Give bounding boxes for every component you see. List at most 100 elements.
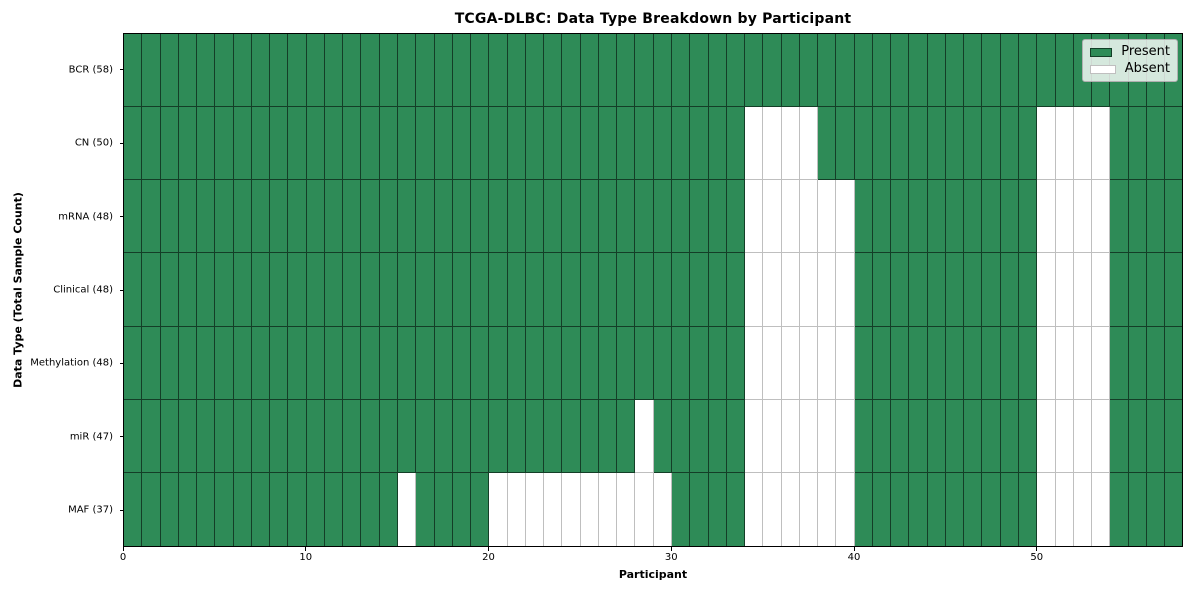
- heatmap-cell: [818, 107, 837, 181]
- heatmap-cell: [781, 253, 800, 327]
- heatmap-cell: [708, 253, 727, 327]
- heatmap-cell: [471, 472, 490, 546]
- heatmap-cell: [379, 107, 398, 181]
- heatmap-cell: [1037, 180, 1056, 254]
- y-tick-label-miR: miR (47): [69, 431, 113, 443]
- heatmap-cell: [215, 326, 234, 400]
- heatmap-cell: [909, 253, 928, 327]
- heatmap-cell: [361, 472, 380, 546]
- heatmap-cell: [434, 34, 453, 108]
- heatmap-cell: [233, 472, 252, 546]
- heatmap-cell: [726, 107, 746, 181]
- heatmap-cell: [1000, 253, 1020, 327]
- heatmap-cell: [288, 326, 307, 400]
- heatmap-cell: [361, 399, 380, 473]
- heatmap-cell: [1019, 326, 1038, 400]
- heatmap-cell: [251, 472, 271, 546]
- heatmap-cell: [562, 253, 581, 327]
- heatmap-cell: [1110, 472, 1129, 546]
- heatmap-cell: [745, 253, 764, 327]
- heatmap-cell: [215, 399, 234, 473]
- heatmap-cell: [635, 326, 654, 400]
- heatmap-cell: [1037, 107, 1056, 181]
- heatmap-cell: [416, 253, 435, 327]
- heatmap-cell: [836, 180, 855, 254]
- heatmap-cell: [397, 472, 417, 546]
- heatmap-cell: [233, 107, 252, 181]
- heatmap-cell: [471, 326, 490, 400]
- heatmap-cell: [324, 399, 344, 473]
- heatmap-cell: [507, 107, 526, 181]
- heatmap-cell: [288, 399, 307, 473]
- heatmap-cell: [708, 326, 727, 400]
- heatmap-row-Methylation: [124, 326, 1183, 400]
- heatmap-cell: [580, 399, 599, 473]
- heatmap-cell: [361, 107, 380, 181]
- heatmap-cell: [799, 253, 819, 327]
- heatmap-cell: [964, 107, 983, 181]
- heatmap-cell: [745, 472, 764, 546]
- heatmap-cell: [379, 180, 398, 254]
- heatmap-cell: [690, 472, 709, 546]
- heatmap-cell: [270, 253, 289, 327]
- heatmap-cell: [763, 34, 782, 108]
- heatmap-cell: [1000, 326, 1020, 400]
- heatmap-cell: [945, 107, 965, 181]
- heatmap-cell: [653, 326, 672, 400]
- heatmap-cell: [142, 180, 161, 254]
- heatmap-cell: [343, 253, 362, 327]
- heatmap-cell: [288, 472, 307, 546]
- heatmap-cell: [635, 34, 654, 108]
- heatmap-row-CN: [124, 107, 1183, 181]
- x-tick-label-10: 10: [299, 552, 313, 563]
- heatmap-cell: [1037, 399, 1056, 473]
- heatmap-cell: [653, 472, 672, 546]
- heatmap-cell: [562, 34, 581, 108]
- y-tick-mark: [119, 216, 123, 218]
- heatmap-cell: [416, 180, 435, 254]
- heatmap-cell: [781, 472, 800, 546]
- heatmap-cell: [909, 180, 928, 254]
- heatmap-cell: [763, 326, 782, 400]
- heatmap-cell: [982, 399, 1001, 473]
- heatmap-cell: [598, 326, 618, 400]
- heatmap-cell: [178, 326, 198, 400]
- heatmap-cell: [1165, 326, 1183, 400]
- heatmap-cell: [324, 326, 344, 400]
- heatmap-cell: [818, 472, 837, 546]
- heatmap-cell: [124, 399, 143, 473]
- heatmap-cell: [799, 180, 819, 254]
- heatmap-cell: [288, 253, 307, 327]
- heatmap-cell: [1146, 107, 1166, 181]
- heatmap-cell: [927, 472, 946, 546]
- heatmap-cell: [598, 399, 618, 473]
- heatmap-cell: [160, 180, 179, 254]
- heatmap-cell: [525, 326, 545, 400]
- y-axis-label: Data Type (Total Sample Count): [11, 192, 25, 388]
- heatmap-cell: [1019, 253, 1038, 327]
- legend-entry-present: Present: [1090, 45, 1170, 59]
- heatmap-cell: [635, 472, 654, 546]
- heatmap-cell: [288, 180, 307, 254]
- heatmap-cell: [1165, 253, 1183, 327]
- heatmap-cell: [836, 472, 855, 546]
- heatmap-cell: [945, 472, 965, 546]
- heatmap-cell: [251, 107, 271, 181]
- heatmap-cell: [397, 253, 417, 327]
- x-tick-mark: [670, 547, 672, 551]
- heatmap-cell: [233, 34, 252, 108]
- heatmap-cell: [927, 326, 946, 400]
- heatmap-cell: [872, 34, 892, 108]
- heatmap-cell: [324, 472, 344, 546]
- heatmap-cell: [343, 326, 362, 400]
- heatmap-cell: [799, 399, 819, 473]
- heatmap-cell: [891, 399, 910, 473]
- heatmap-cell: [197, 399, 216, 473]
- heatmap-cell: [160, 399, 179, 473]
- heatmap-cell: [708, 107, 727, 181]
- heatmap-cell: [452, 399, 472, 473]
- heatmap-cell: [142, 326, 161, 400]
- heatmap-cell: [1146, 326, 1166, 400]
- heatmap-cell: [270, 472, 289, 546]
- heatmap-cell: [397, 34, 417, 108]
